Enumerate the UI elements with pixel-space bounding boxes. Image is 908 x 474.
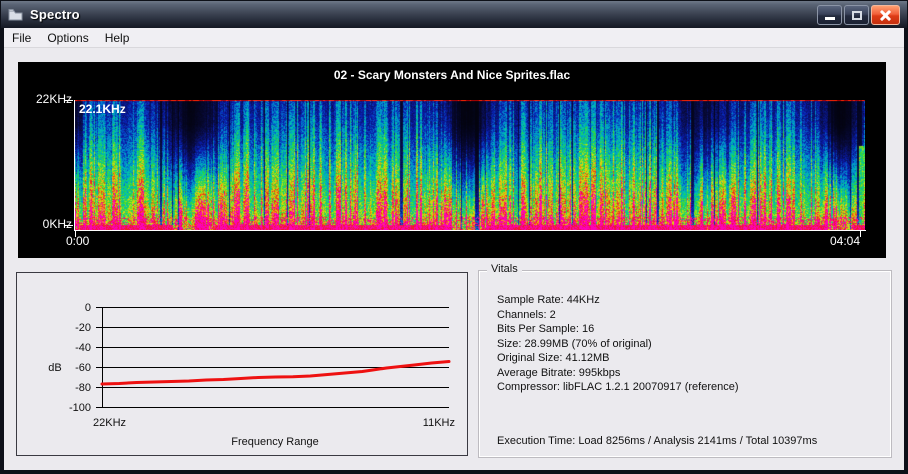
menu-bar: File Options Help <box>4 28 904 48</box>
time-end-label: 04:04 <box>830 234 860 248</box>
close-button[interactable] <box>871 5 900 25</box>
vital-channels: Channels: 2 <box>497 308 739 323</box>
maximize-button[interactable] <box>844 5 869 25</box>
time-start-label: 0:00 <box>66 234 89 248</box>
freq-tick-top <box>64 100 73 101</box>
ytick-20: -20 <box>75 322 91 334</box>
vital-original-size: Original Size: 41.12MB <box>497 351 739 366</box>
xtick-start: 22KHz <box>93 417 126 429</box>
window-title: Spectro <box>30 7 80 22</box>
menu-options[interactable]: Options <box>39 29 96 47</box>
x-axis-title: Frequency Range <box>231 436 318 448</box>
vitals-list: Sample Rate: 44KHz Channels: 2 Bits Per … <box>497 293 739 395</box>
maximize-icon <box>852 11 862 20</box>
spectrogram-title: 02 - Scary Monsters And Nice Sprites.fla… <box>18 68 886 82</box>
ytick-100: -100 <box>69 402 91 414</box>
execution-time: Execution Time: Load 8256ms / Analysis 2… <box>497 435 817 447</box>
freq-axis-bottom-label: 0KHz <box>26 217 72 231</box>
spectrogram-panel: 02 - Scary Monsters And Nice Sprites.fla… <box>18 62 886 258</box>
ytick-40: -40 <box>75 342 91 354</box>
minimize-icon <box>825 17 835 20</box>
vitals-groupbox: Vitals Sample Rate: 44KHz Channels: 2 Bi… <box>478 270 892 458</box>
ytick-80: -80 <box>75 382 91 394</box>
ytick-60: -60 <box>75 362 91 374</box>
spectrogram-canvas <box>75 100 865 230</box>
db-chart-panel: 0 -20 -40 -60 -80 -100 dB 22KHz 11KHz Fr… <box>16 272 468 456</box>
xtick-end: 11KHz <box>423 417 455 429</box>
freq-tick-bottom <box>64 225 73 226</box>
vital-sample-rate: Sample Rate: 44KHz <box>497 293 739 308</box>
title-bar[interactable]: Spectro <box>1 1 907 28</box>
menu-help[interactable]: Help <box>97 29 138 47</box>
vitals-legend: Vitals <box>487 263 522 275</box>
vital-bits-per-sample: Bits Per Sample: 16 <box>497 322 739 337</box>
vital-size: Size: 28.99MB (70% of original) <box>497 337 739 352</box>
chart-grid <box>96 307 449 408</box>
menu-file[interactable]: File <box>4 29 39 47</box>
cutoff-frequency-label: 22.1KHz <box>79 102 126 116</box>
ytick-0: 0 <box>85 302 91 314</box>
vital-compressor: Compressor: libFLAC 1.2.1 20070917 (refe… <box>497 380 739 395</box>
app-icon <box>8 8 24 22</box>
window-controls <box>817 5 900 25</box>
db-line-series <box>102 362 449 385</box>
minimize-button[interactable] <box>817 5 842 25</box>
freq-axis-top-label: 22KHz <box>26 92 72 106</box>
db-chart: 0 -20 -40 -60 -80 -100 dB 22KHz 11KHz Fr… <box>17 273 467 455</box>
app-window: Spectro File Options Help 02 - Scary Mon… <box>0 0 908 474</box>
y-axis-title: dB <box>48 362 61 374</box>
time-tick-end <box>860 231 861 237</box>
vital-average-bitrate: Average Bitrate: 995kbps <box>497 366 739 381</box>
spectrogram-plot: 22.1KHz <box>74 100 866 231</box>
client-area: File Options Help 02 - Scary Monsters An… <box>4 28 904 470</box>
